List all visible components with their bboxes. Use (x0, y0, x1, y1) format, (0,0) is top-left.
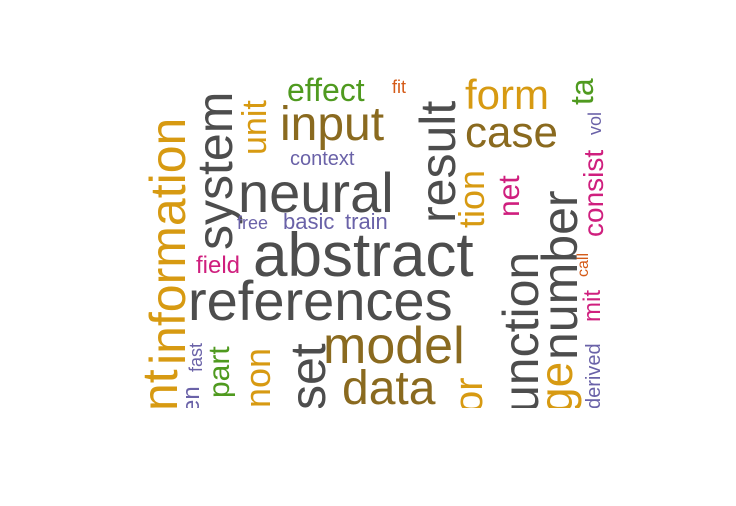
word-case: case (465, 108, 558, 157)
word-part: part (203, 346, 236, 398)
word-effect: effect (287, 75, 365, 108)
word-information: information (140, 117, 196, 365)
word-derived: derived (583, 343, 605, 408)
word-vol: vol (585, 111, 605, 135)
word-form: form (465, 75, 549, 118)
word-non: non (237, 347, 278, 408)
word-ge: ge (530, 361, 582, 408)
word-en: en (178, 386, 205, 408)
word-or: or (447, 377, 491, 408)
word-references: references (188, 269, 453, 332)
word-input: input (280, 98, 385, 151)
word-unit: unit (236, 100, 274, 155)
word-neural: neural (238, 161, 394, 224)
word-model: model (323, 317, 465, 375)
word-context: context (290, 148, 355, 170)
word-field: field (196, 252, 241, 279)
word-free: free (237, 213, 269, 233)
word-system: system (187, 91, 243, 250)
word-abstract: abstract (253, 221, 474, 290)
word-mit: mit (579, 290, 606, 322)
word-ta: ta (564, 78, 600, 105)
word-data: data (342, 362, 436, 409)
word-cloud: information nt g en fast part system uni… (135, 75, 610, 408)
word-net: net (493, 175, 526, 217)
word-consist: consist (578, 149, 609, 237)
word-train: train (345, 209, 388, 234)
word-tion: tion (451, 169, 492, 228)
word-fit: fit (392, 77, 407, 97)
word-call: call (575, 252, 592, 277)
word-basic: basic (283, 209, 335, 234)
